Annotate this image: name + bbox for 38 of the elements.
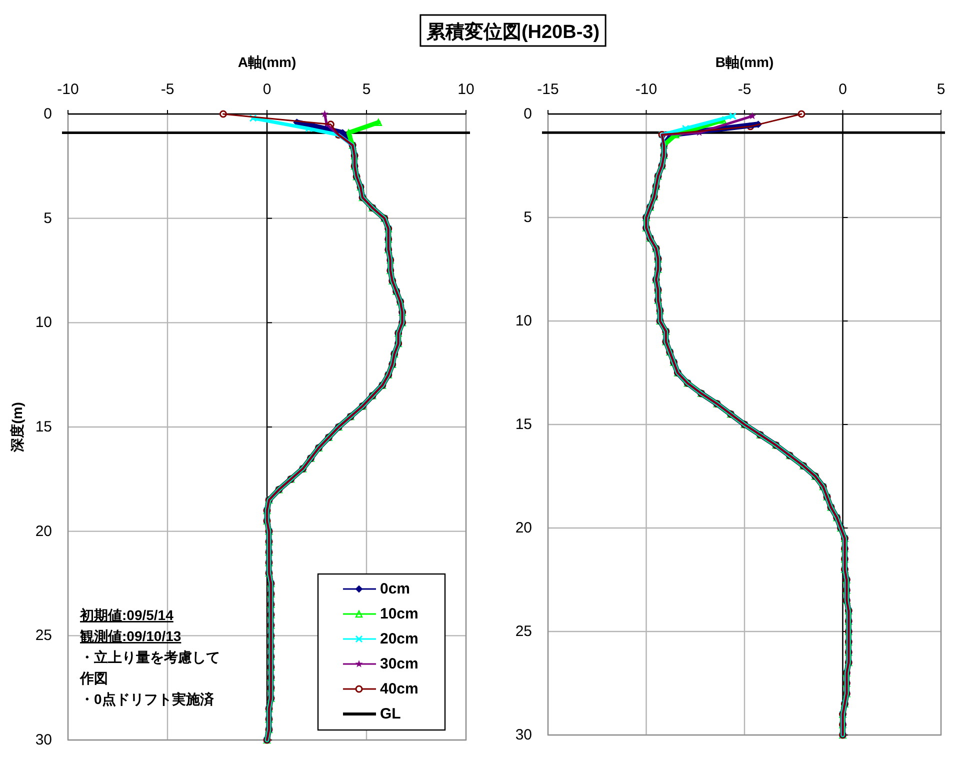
y-tick-label: 10 bbox=[515, 312, 532, 330]
y-tick-label: 5 bbox=[524, 209, 532, 226]
x-tick-label: -5 bbox=[738, 81, 752, 98]
x-tick-label: -5 bbox=[160, 81, 174, 98]
y-tick-label: 15 bbox=[35, 418, 52, 436]
legend-label: 10cm bbox=[380, 606, 418, 622]
y-tick-label: 10 bbox=[35, 314, 52, 332]
x-axis-title: B軸(mm) bbox=[715, 54, 774, 70]
legend-label: 40cm bbox=[380, 680, 418, 698]
x-tick-label: -10 bbox=[57, 81, 79, 98]
legend-label: 0cm bbox=[380, 580, 410, 598]
y-tick-label: 20 bbox=[35, 522, 52, 540]
y-tick-label: 5 bbox=[44, 210, 52, 227]
x-tick-label: 0 bbox=[262, 81, 272, 98]
x-tick-label: 0 bbox=[838, 81, 847, 98]
y-tick-label: 30 bbox=[515, 726, 532, 744]
y-tick-label: 15 bbox=[515, 416, 532, 433]
y-tick-label: 0 bbox=[44, 106, 52, 122]
annotation: 初期値:09/5/14 bbox=[79, 607, 174, 623]
legend-label: 20cm bbox=[380, 630, 418, 648]
x-tick-label: -10 bbox=[635, 81, 658, 98]
annotation: ・0点ドリフト実施済 bbox=[80, 691, 215, 707]
x-tick-label: 10 bbox=[458, 81, 474, 98]
y-tick-label: 0 bbox=[524, 106, 532, 122]
legend-label: GL bbox=[380, 706, 401, 722]
annotation: 観測値:09/10/13 bbox=[79, 628, 182, 644]
x-tick-label: 5 bbox=[362, 81, 371, 98]
y-tick-label: 30 bbox=[35, 732, 52, 748]
legend-label: 30cm bbox=[380, 656, 418, 672]
y-tick-label: 25 bbox=[515, 623, 532, 640]
annotation: ・立上り量を考慮して作図 bbox=[79, 649, 220, 686]
x-tick-label: -15 bbox=[537, 81, 559, 98]
y-tick-label: 20 bbox=[515, 520, 532, 536]
y-tick-label: 25 bbox=[35, 627, 52, 644]
text: 累積変位図(H20B-3) bbox=[425, 21, 600, 43]
y-axis-title: 深度(m) bbox=[9, 402, 25, 453]
x-axis-title: A軸(mm) bbox=[238, 54, 296, 70]
x-tick-label: 5 bbox=[936, 81, 946, 98]
